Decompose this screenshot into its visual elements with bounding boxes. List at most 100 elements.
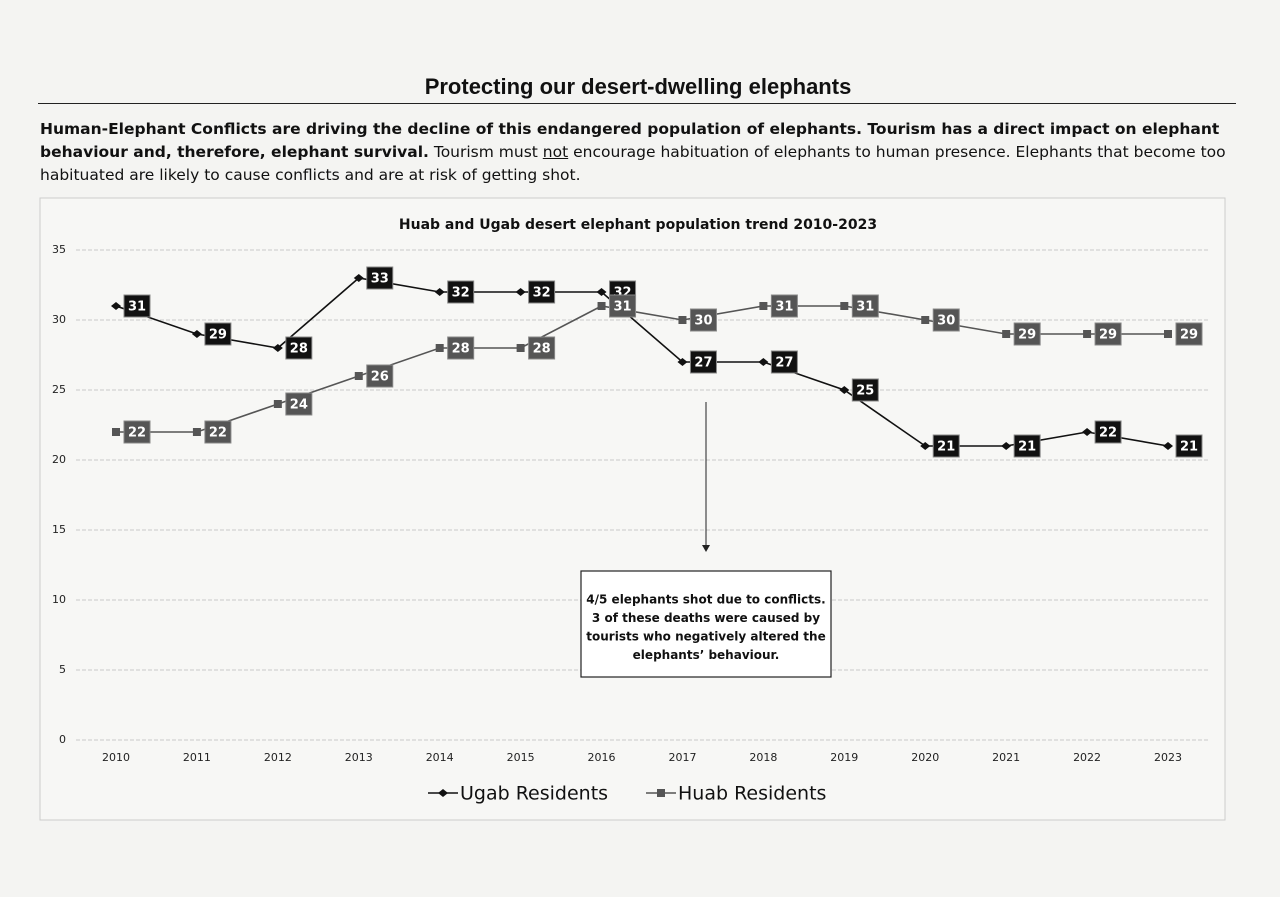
x-tick-label: 2015: [507, 751, 535, 764]
data-label: 31: [775, 300, 793, 315]
marker: [191, 330, 202, 338]
data-label: 24: [290, 398, 308, 413]
legend-label: Ugab Residents: [460, 783, 608, 805]
marker: [438, 789, 448, 797]
data-label-box: [204, 322, 232, 346]
data-label: 28: [533, 342, 551, 357]
y-tick-label: 20: [52, 453, 66, 466]
data-label-box: [1175, 322, 1203, 346]
data-label: 29: [1099, 328, 1117, 343]
marker: [516, 344, 525, 352]
data-label: 31: [613, 300, 631, 315]
marker: [1164, 330, 1172, 338]
data-label: 22: [1099, 426, 1117, 441]
data-label-box: [447, 336, 475, 360]
data-label-box: [609, 294, 637, 318]
y-tick-label: 5: [59, 663, 66, 676]
data-label: 26: [371, 370, 389, 385]
text: encourage habituation of elephants to hu…: [40, 143, 1226, 184]
marker: [435, 344, 444, 352]
data-label: 29: [1018, 328, 1036, 343]
marker: [272, 344, 283, 352]
data-label-box: [528, 280, 556, 304]
legend-label: Huab Residents: [678, 783, 826, 805]
x-tick-label: 2023: [1154, 751, 1182, 764]
data-label: 32: [533, 286, 551, 301]
x-tick-label: 2013: [345, 751, 373, 764]
annotation-text: elephants’ behaviour.: [633, 648, 780, 662]
data-label: 32: [452, 286, 470, 301]
text: Tourism must: [433, 143, 538, 161]
x-tick-label: 2018: [749, 751, 777, 764]
marker: [434, 288, 445, 296]
data-label-box: [123, 420, 151, 444]
marker: [273, 400, 282, 408]
data-label-box: [1013, 434, 1041, 458]
data-label-box: [851, 294, 879, 318]
marker: [840, 302, 849, 310]
chart-title: Huab and Ugab desert elephant population…: [399, 217, 877, 233]
y-tick-label: 10: [52, 593, 66, 606]
data-label-box: [366, 266, 394, 290]
data-label-box: [770, 294, 798, 318]
series-line: [115, 277, 1169, 447]
data-label: 30: [937, 314, 955, 329]
data-label-box: [770, 350, 798, 374]
marker: [1001, 442, 1012, 450]
x-tick-label: 2017: [668, 751, 696, 764]
data-label: 22: [128, 426, 146, 441]
data-label: 25: [856, 384, 874, 399]
marker: [354, 372, 363, 380]
y-tick-label: 25: [52, 383, 66, 396]
marker: [677, 358, 688, 366]
data-label-box: [528, 336, 556, 360]
data-label-box: [1094, 322, 1122, 346]
x-tick-label: 2014: [426, 751, 454, 764]
y-tick-label: 35: [52, 243, 66, 256]
marker: [1002, 330, 1011, 338]
x-tick-label: 2021: [992, 751, 1020, 764]
data-label-box: [1094, 420, 1122, 444]
data-label: 31: [128, 300, 146, 315]
marker: [920, 442, 931, 450]
data-label-box: [1175, 434, 1203, 458]
marker: [596, 288, 607, 296]
x-tick-label: 2020: [911, 751, 939, 764]
underlined: not: [542, 143, 569, 161]
marker: [1163, 442, 1173, 450]
marker: [1082, 428, 1093, 436]
data-label: 21: [937, 440, 955, 455]
emphasis: Human-Elephant Conflicts are driving the…: [40, 120, 1220, 161]
data-label: 29: [1180, 328, 1198, 343]
marker: [112, 428, 120, 436]
annotation-text: 4/5 elephants shot due to conflicts.: [586, 593, 825, 607]
data-label-box: [689, 350, 717, 374]
marker: [192, 428, 201, 436]
data-label: 29: [209, 328, 227, 343]
marker: [111, 302, 121, 310]
x-tick-label: 2012: [264, 751, 292, 764]
marker: [758, 358, 769, 366]
marker: [515, 288, 526, 296]
data-label-box: [932, 434, 960, 458]
x-tick-label: 2022: [1073, 751, 1101, 764]
data-label-box: [123, 294, 151, 318]
data-label-box: [447, 280, 475, 304]
marker: [839, 386, 850, 394]
marker: [657, 789, 665, 797]
data-label-box: [851, 378, 879, 402]
x-tick-label: 2019: [830, 751, 858, 764]
data-label-box: [285, 392, 313, 416]
marker: [921, 316, 930, 324]
data-label-box: [689, 308, 717, 332]
x-tick-label: 2016: [588, 751, 616, 764]
marker: [678, 316, 687, 324]
annotation-text: tourists who negatively altered the: [586, 630, 825, 644]
data-label-box: [932, 308, 960, 332]
title-rule: [38, 103, 1236, 104]
y-tick-label: 15: [52, 523, 66, 536]
data-label-box: [366, 364, 394, 388]
annotation-text: 3 of these deaths were caused by: [592, 611, 820, 625]
